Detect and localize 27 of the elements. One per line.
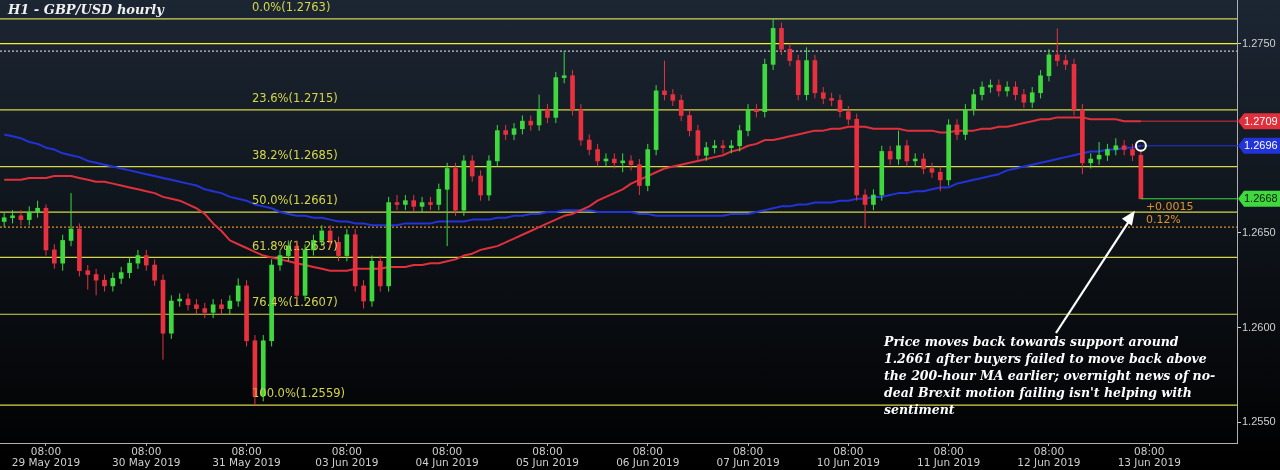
x-tick-label: 08:00 30 May 2019: [112, 444, 181, 469]
ref-line-label: 23.6%(1.2715): [252, 91, 338, 106]
x-tick-label: 08:00 06 Jun 2019: [616, 444, 680, 469]
x-tick-label: 08:00 12 Jun 2019: [1017, 444, 1081, 469]
annotation: +0.0015: [1145, 200, 1194, 214]
x-tick-label: 08:00 29 May 2019: [11, 444, 81, 469]
x-tick-label: 08:00 05 Jun 2019: [515, 444, 580, 469]
x-tick-label: 08:00 13 Jun 2019: [1117, 444, 1181, 469]
data-label: 1.2709: [1244, 114, 1278, 127]
ref-line-label: 50.0%(1.2661): [252, 193, 338, 208]
annotation: 0.12%: [1145, 213, 1181, 227]
x-tick-label: 08:00 11 Jun 2019: [917, 444, 981, 469]
ref-line-label: 0.0%(1.2763): [252, 0, 331, 15]
y-tick-label: 1.2650: [1242, 225, 1276, 238]
data-label: 1.2696: [1244, 139, 1278, 152]
x-tick-label: 08:00 04 Jun 2019: [415, 444, 479, 469]
x-tick-label: 08:00 10 Jun 2019: [816, 444, 880, 469]
y-tick-label: 1.2600: [1242, 320, 1276, 333]
y-tick-label: 1.2750: [1242, 36, 1276, 49]
chart-title: H1 - GBP/USD hourly: [7, 1, 166, 17]
ref-line-label: 38.2%(1.2685): [252, 147, 338, 162]
annotation: Price moves back towards support around 1.2661 after buyers failed to move back above the 200-hour MA earlier; overnight news of no-deal Brexit motion failing isn't helping with sentiment: [884, 333, 1217, 418]
y-tick-label: 1.2550: [1242, 415, 1276, 428]
text: 1.2668: [1244, 192, 1278, 205]
x-tick-label: 08:00 07 Jun 2019: [716, 444, 780, 469]
x-tick-label: 08:00 31 May 2019: [212, 444, 281, 469]
x-tick-label: 08:00 03 Jun 2019: [315, 444, 379, 469]
